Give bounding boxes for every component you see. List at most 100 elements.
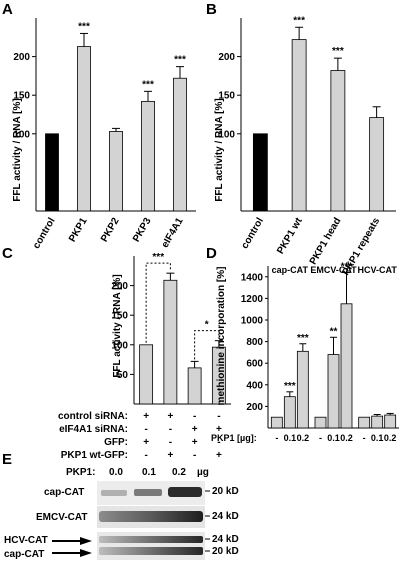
panel-c-row-value: - xyxy=(169,437,172,448)
panel-d-bar xyxy=(358,416,371,429)
panel-d-significance: *** xyxy=(341,261,353,272)
panel-d-dose-label: 0.2 xyxy=(384,433,397,443)
panelA-category-label: eIF4A1 xyxy=(160,216,186,250)
blot-arrow-2-icon xyxy=(52,549,92,557)
panel-c-row-label: GFP: xyxy=(104,437,128,448)
blot-row-2-size: 24 kD xyxy=(212,511,239,522)
blot-row-3-size-2: 20 kD xyxy=(212,546,239,557)
panel-c-row-value: - xyxy=(217,411,220,422)
panel-d-bar xyxy=(296,350,309,429)
panel-c-bracket xyxy=(194,330,220,360)
blot-dose-3: 0.2 xyxy=(172,467,186,478)
panelA-bar xyxy=(109,131,123,212)
panel-c-y-tick-label: 50 xyxy=(117,370,129,381)
panelB-significance: *** xyxy=(293,15,305,26)
panel-d-chart: methionine incorporation [%] PKP1 [µg]: … xyxy=(211,261,399,443)
blot-band-3-lower xyxy=(99,547,203,555)
panelA-y-tick-label: 150 xyxy=(13,91,30,102)
panelA-category-label: control xyxy=(31,216,58,251)
blot-row-3-size: 24 kD xyxy=(212,534,239,545)
panelA-bar xyxy=(141,100,155,212)
panelB-y-tick-label: 150 xyxy=(218,91,235,102)
panel-c-row-value: + xyxy=(216,424,222,435)
panel-c-bar xyxy=(163,279,178,405)
panel-d-dose-label: - xyxy=(319,433,322,443)
panel-a-chart: FFL activity / RNA [%] 100 150 200 control *… xyxy=(12,18,196,251)
panel-d-y-tick-label: 400 xyxy=(246,380,263,391)
blot-band-1-2 xyxy=(134,489,162,496)
panelA-significance: *** xyxy=(142,79,154,90)
panel-d-dose-label: 0.1 xyxy=(327,433,340,443)
panel-label-a: A xyxy=(2,1,13,18)
panel-c-bar xyxy=(139,344,154,405)
panel-d-bar xyxy=(340,303,353,429)
panelB-significance: *** xyxy=(332,46,344,57)
blot-band-3-upper xyxy=(99,536,203,543)
blot-row-1-label: cap-CAT xyxy=(44,487,84,498)
panel-d-y-tick-label: 600 xyxy=(246,359,263,370)
panel-c-row-value: - xyxy=(193,450,196,461)
panel-c-row-label: eIF4A1 siRNA: xyxy=(59,424,128,435)
panel-d-y-tick-label: 1400 xyxy=(241,272,264,283)
panel-a-y-axis-label: FFL activity / RNA [%] xyxy=(12,98,23,201)
panel-b-chart: FFL activity / RNA [%] 100 150 200 control *… xyxy=(214,15,396,277)
panelB-category-label: PKP1 wt xyxy=(275,215,305,256)
panel-d-dose-label: 0.2 xyxy=(340,433,353,443)
panelA-category-label: PKP2 xyxy=(99,216,122,245)
panelB-y-tick-label: 100 xyxy=(218,129,235,140)
panel-c-row-value: + xyxy=(143,437,149,448)
panel-c-chart: FFL activity / RNA [%] 50100150200****co… xyxy=(58,252,231,461)
panel-c-bar xyxy=(187,367,202,405)
panel-d-dose-label: - xyxy=(275,433,278,443)
panelB-bar xyxy=(291,39,307,212)
panel-c-row-value: - xyxy=(144,424,147,435)
panelA-y-tick-label: 200 xyxy=(13,52,30,63)
panel-d-bar xyxy=(384,414,397,429)
panel-d-bar xyxy=(371,415,384,429)
blot-dose-2: 0.1 xyxy=(142,467,156,478)
blot-header: PKP1: xyxy=(66,467,95,478)
panel-c-row-value: + xyxy=(192,424,198,435)
panel-c-row-value: - xyxy=(217,437,220,448)
panel-c-row-value: - xyxy=(144,450,147,461)
panelB-category-label: PKP1 head xyxy=(308,216,344,267)
blot-arrow-1-icon xyxy=(52,537,92,545)
panel-c-row-label: control siRNA: xyxy=(58,411,128,422)
panelA-y-tick-label: 100 xyxy=(13,129,30,140)
blot-row-2-label: EMCV-CAT xyxy=(36,512,87,523)
panelB-bar xyxy=(330,70,346,212)
panelA-bar xyxy=(77,46,91,212)
panel-label-b: B xyxy=(206,1,217,18)
panel-d-bar xyxy=(314,416,327,429)
panel-label-e: E xyxy=(2,451,12,468)
panel-c-y-tick-label: 150 xyxy=(111,311,128,322)
panel-d-bar xyxy=(283,396,296,429)
panel-d-bar xyxy=(270,416,283,429)
panel-c-y-axis-label: FFL activity / RNA [%] xyxy=(112,274,123,377)
panel-d-bar xyxy=(327,354,340,429)
panel-d-significance: *** xyxy=(297,333,309,344)
panelA-significance: *** xyxy=(78,21,90,32)
panel-b-y-axis-label: FFL activity / RNA [%] xyxy=(214,98,225,201)
panelA-category-label: PKP3 xyxy=(131,216,154,245)
panel-label-d: D xyxy=(206,245,217,262)
panel-c-y-tick-label: 200 xyxy=(111,281,128,292)
panel-d-dose-label: - xyxy=(363,433,366,443)
panel-d-y-tick-label: 1200 xyxy=(241,294,264,305)
panelB-y-tick-label: 200 xyxy=(218,52,235,63)
panel-d-y-tick-label: 200 xyxy=(246,402,263,413)
blot-row-3-label: HCV-CAT xyxy=(4,535,48,546)
panel-c-row-value: + xyxy=(167,450,173,461)
panel-c-row-value: + xyxy=(143,411,149,422)
panel-d-dose-label: 0.2 xyxy=(297,433,310,443)
panel-c-row-value: + xyxy=(167,411,173,422)
panel-c-bracket-label: *** xyxy=(152,252,164,263)
blot-band-1-3 xyxy=(168,487,202,497)
panel-d-group-label: cap-CAT xyxy=(272,265,309,275)
blot-band-2 xyxy=(99,511,203,522)
panel-d-y-tick-label: 1000 xyxy=(241,316,264,327)
panelB-category-label: control xyxy=(240,216,267,251)
blot-dose-1: 0.0 xyxy=(109,467,123,478)
panelB-bar xyxy=(369,117,385,212)
